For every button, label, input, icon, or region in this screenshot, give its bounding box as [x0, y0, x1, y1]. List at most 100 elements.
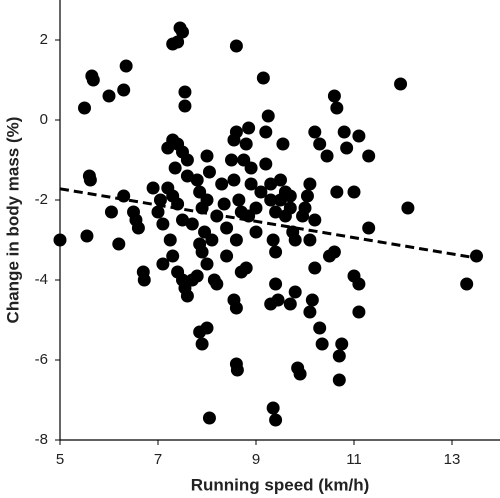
point	[352, 129, 366, 143]
point	[308, 261, 322, 275]
y-tick-label: -4	[35, 271, 48, 288]
point	[232, 193, 246, 207]
point	[153, 193, 167, 207]
point	[249, 201, 263, 215]
point	[337, 125, 351, 139]
point	[261, 109, 275, 123]
point	[229, 233, 243, 247]
point	[151, 205, 165, 219]
point	[104, 205, 118, 219]
point	[315, 337, 329, 351]
point	[259, 157, 273, 171]
point	[225, 153, 238, 167]
point	[335, 337, 349, 351]
point	[352, 305, 366, 319]
y-tick-label: 2	[40, 31, 48, 48]
point	[298, 201, 312, 215]
point	[308, 125, 322, 139]
point	[283, 297, 297, 311]
x-tick-label: 13	[444, 451, 461, 468]
point	[269, 413, 283, 427]
point	[112, 237, 126, 251]
point	[303, 305, 317, 319]
point	[178, 85, 192, 99]
point	[244, 161, 258, 175]
point	[269, 205, 283, 219]
point	[332, 349, 346, 363]
point	[180, 169, 194, 183]
point	[229, 301, 243, 315]
point	[190, 173, 204, 187]
point	[217, 197, 231, 211]
point	[83, 173, 97, 187]
point	[283, 189, 297, 203]
point	[156, 217, 170, 231]
point	[269, 277, 283, 291]
point	[195, 337, 209, 351]
point	[323, 249, 336, 263]
point	[242, 121, 256, 135]
point	[229, 125, 243, 139]
point	[229, 39, 243, 53]
y-axis-title: Change in body mass (%)	[3, 117, 22, 324]
point	[86, 73, 100, 87]
point	[330, 101, 344, 115]
point	[220, 221, 234, 235]
point	[200, 193, 214, 207]
y-tick-label: -2	[35, 191, 48, 208]
point	[230, 363, 244, 377]
point	[195, 245, 209, 259]
point	[185, 217, 199, 231]
point	[266, 401, 280, 415]
point	[269, 245, 283, 259]
point	[190, 269, 204, 283]
point	[215, 177, 229, 191]
point	[276, 137, 290, 151]
point	[239, 137, 253, 151]
point	[78, 101, 91, 115]
point	[340, 141, 354, 155]
point	[200, 149, 214, 163]
point	[239, 261, 253, 275]
point	[244, 177, 258, 191]
y-tick-label: -6	[35, 351, 48, 368]
point	[178, 99, 192, 113]
point	[202, 165, 216, 179]
point	[146, 181, 160, 195]
point	[137, 273, 151, 287]
point	[352, 277, 366, 291]
point	[264, 177, 278, 191]
point	[200, 257, 214, 271]
point	[210, 277, 224, 291]
point	[362, 149, 376, 163]
point	[288, 285, 302, 299]
point	[117, 83, 131, 97]
point	[303, 233, 317, 247]
point	[171, 35, 185, 49]
point	[256, 71, 270, 85]
point	[332, 373, 346, 387]
x-axis-title: Running speed (km/h)	[191, 475, 370, 494]
point	[320, 149, 334, 163]
point	[308, 213, 322, 227]
point	[313, 321, 327, 335]
point	[362, 221, 376, 235]
point	[266, 233, 280, 247]
point	[305, 293, 319, 307]
y-tick-label: 0	[40, 111, 48, 128]
point	[394, 77, 408, 91]
point	[176, 25, 189, 39]
point	[166, 249, 180, 263]
point	[53, 233, 67, 247]
point	[80, 229, 94, 243]
point	[254, 185, 268, 199]
point	[347, 185, 361, 199]
point	[303, 177, 317, 191]
point	[202, 411, 216, 425]
point	[264, 193, 278, 207]
point	[156, 257, 170, 271]
point	[274, 173, 287, 187]
point	[327, 89, 341, 103]
point	[227, 173, 241, 187]
